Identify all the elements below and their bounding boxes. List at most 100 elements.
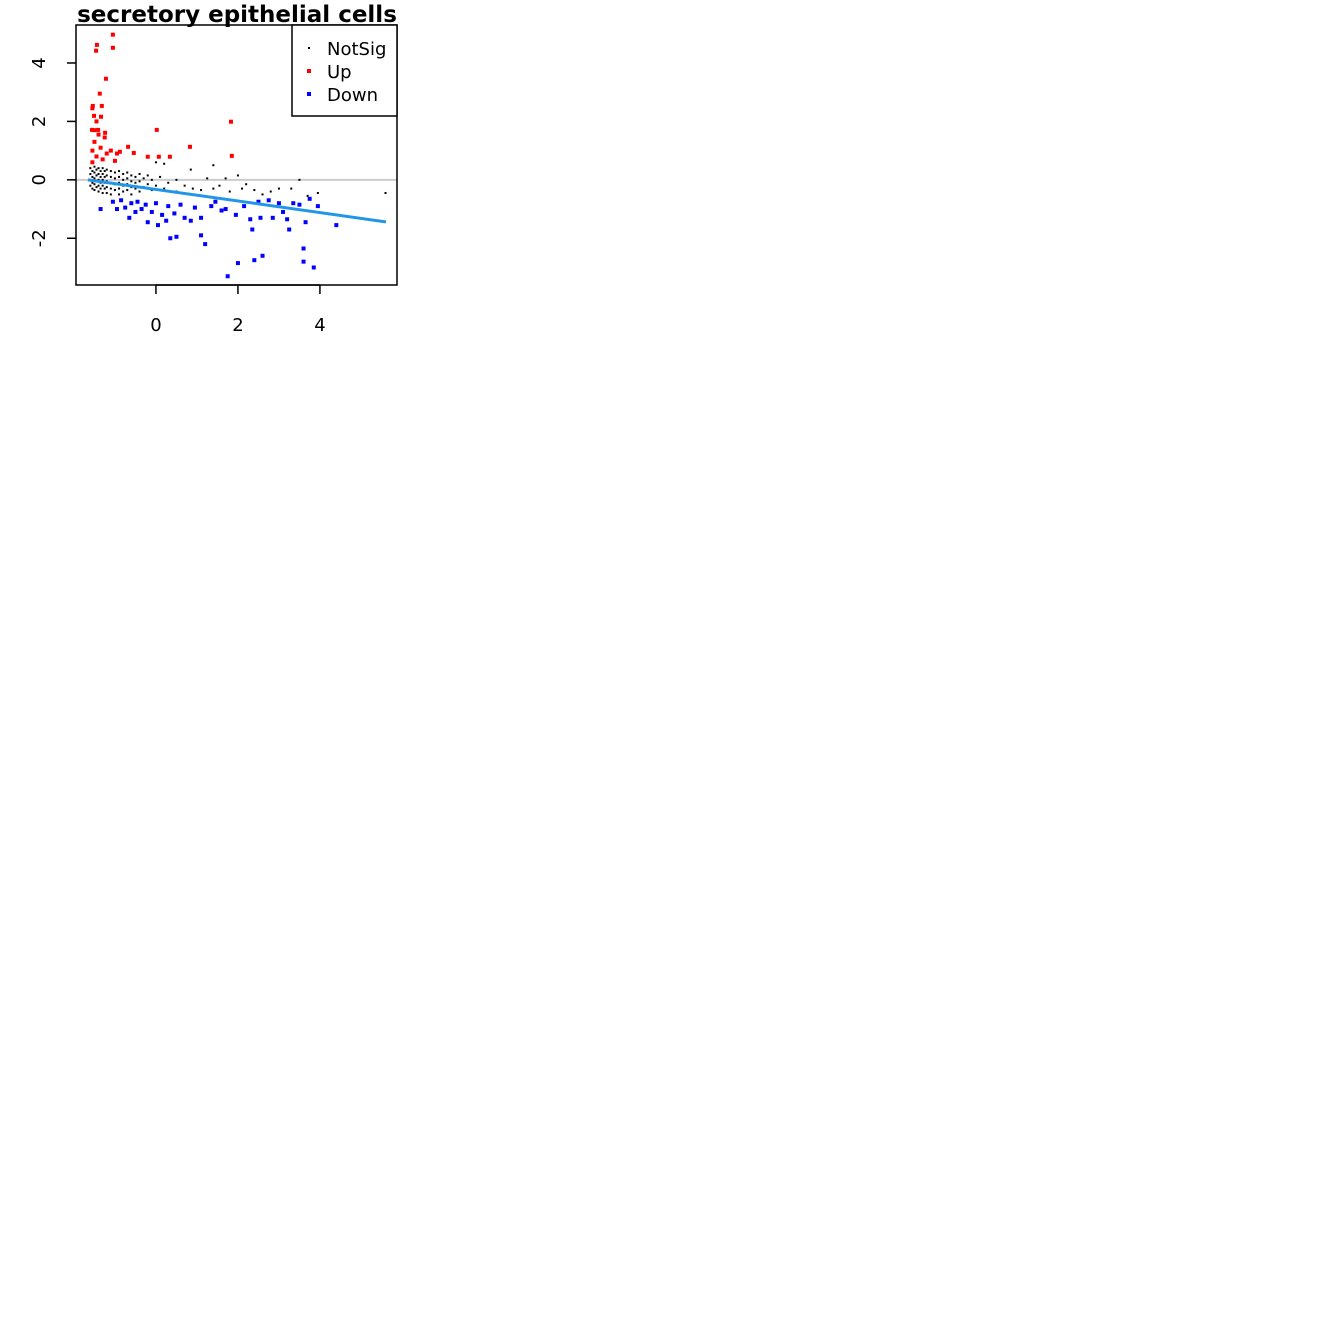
point-down <box>260 253 265 258</box>
point-up <box>96 132 101 137</box>
point-up <box>108 148 113 153</box>
point-notsig <box>101 172 104 175</box>
point-notsig <box>130 174 133 177</box>
point-up <box>104 151 109 156</box>
point-down <box>199 233 204 238</box>
point-notsig <box>189 168 192 171</box>
point-down <box>199 215 204 220</box>
point-notsig <box>134 181 137 184</box>
point-down <box>311 265 316 270</box>
point-notsig <box>109 175 112 178</box>
point-notsig <box>138 180 141 183</box>
point-up <box>90 103 95 108</box>
point-up <box>92 139 97 144</box>
point-notsig <box>298 178 301 181</box>
y-tick-label: 2 <box>29 116 50 127</box>
point-down <box>258 215 263 220</box>
point-up <box>97 91 102 96</box>
point-notsig <box>105 168 108 171</box>
point-notsig <box>200 189 203 192</box>
point-notsig <box>109 170 112 173</box>
point-down <box>133 209 138 214</box>
point-notsig <box>138 172 141 175</box>
trend-line <box>87 178 387 224</box>
point-notsig <box>290 187 293 190</box>
point-up <box>90 106 95 111</box>
point-notsig <box>91 170 94 173</box>
points-layer <box>89 32 387 279</box>
point-notsig <box>93 189 96 192</box>
x-tick-label: 0 <box>150 315 161 336</box>
point-down <box>182 215 187 220</box>
point-down <box>315 204 320 209</box>
point-notsig <box>89 184 92 187</box>
point-notsig <box>126 189 129 192</box>
point-down <box>153 201 158 206</box>
legend-marker-notsig <box>308 47 310 49</box>
point-notsig <box>206 177 209 180</box>
point-notsig <box>122 190 125 193</box>
point-down <box>301 259 306 264</box>
point-notsig <box>103 170 106 173</box>
point-notsig <box>103 187 106 190</box>
point-down <box>303 220 308 225</box>
point-notsig <box>101 191 104 194</box>
point-up <box>154 127 159 132</box>
point-down <box>235 261 240 266</box>
legend-marker-down <box>307 92 311 96</box>
point-down <box>98 207 103 212</box>
point-notsig <box>113 177 116 180</box>
legend: NotSig Up Down <box>291 24 398 117</box>
point-notsig <box>191 187 194 190</box>
point-up <box>117 149 122 154</box>
point-notsig <box>103 175 106 178</box>
point-notsig <box>384 191 387 194</box>
point-notsig <box>113 189 116 192</box>
point-notsig <box>99 170 102 173</box>
point-notsig <box>91 175 94 178</box>
point-down <box>307 196 312 201</box>
point-up <box>94 42 99 47</box>
point-notsig <box>93 165 96 168</box>
legend-label-down: Down <box>327 85 378 106</box>
point-notsig <box>154 184 157 187</box>
point-down <box>256 199 261 204</box>
point-notsig <box>212 164 215 167</box>
point-notsig <box>101 184 104 187</box>
point-down <box>285 217 290 222</box>
point-notsig <box>101 178 104 181</box>
point-notsig <box>236 174 239 177</box>
point-down <box>242 204 247 209</box>
point-up <box>156 154 161 159</box>
y-tick-label: -2 <box>29 229 50 247</box>
point-notsig <box>105 174 108 177</box>
point-down <box>119 198 124 203</box>
point-notsig <box>91 181 94 184</box>
point-up <box>100 157 105 162</box>
point-down <box>143 202 148 207</box>
point-notsig <box>253 189 256 192</box>
point-down <box>172 211 177 216</box>
point-up <box>110 45 115 50</box>
point-notsig <box>218 184 221 187</box>
point-up <box>126 144 131 149</box>
point-notsig <box>95 186 98 189</box>
point-notsig <box>163 162 166 165</box>
point-notsig <box>95 174 98 177</box>
point-down <box>225 274 230 279</box>
point-up <box>187 144 192 149</box>
point-notsig <box>163 187 166 190</box>
point-down <box>291 201 296 206</box>
point-notsig <box>97 172 100 175</box>
point-down <box>219 208 224 213</box>
point-up <box>90 160 95 165</box>
point-down <box>123 205 128 210</box>
point-down <box>223 207 228 212</box>
point-notsig <box>245 183 248 186</box>
point-down <box>149 209 154 214</box>
point-notsig <box>269 190 272 193</box>
point-notsig <box>138 190 141 193</box>
axes: 0 2 4 -2 0 2 4 <box>29 57 326 336</box>
point-down <box>301 246 306 251</box>
point-down <box>178 202 183 207</box>
